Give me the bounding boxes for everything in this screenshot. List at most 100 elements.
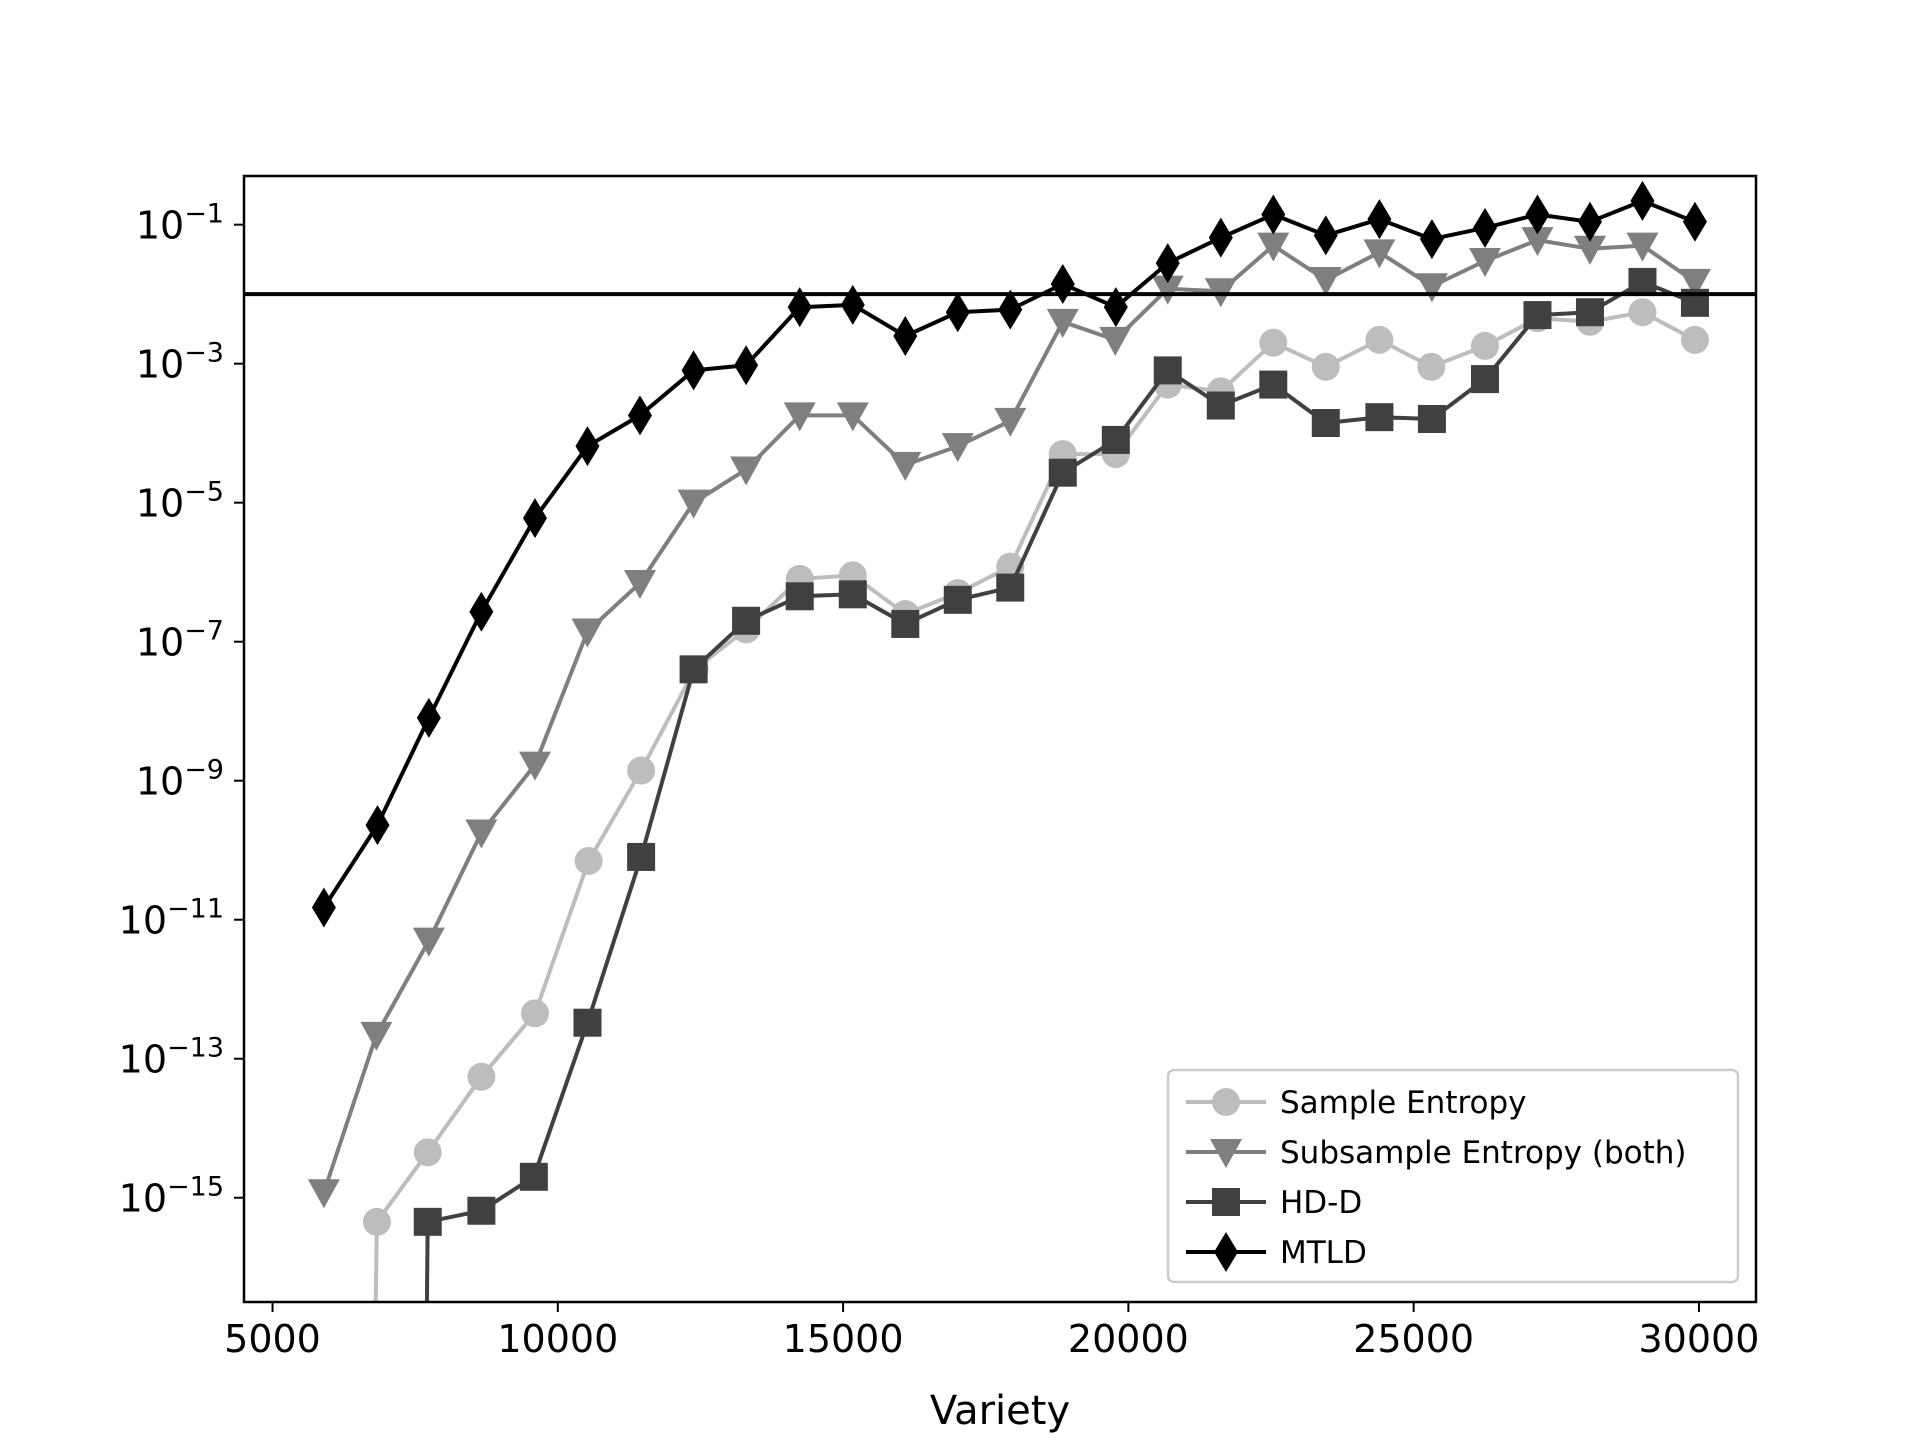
data-point: [1153, 356, 1182, 385]
data-point: [365, 805, 390, 846]
data-point: [573, 1008, 602, 1037]
data-point: [1257, 232, 1290, 262]
data-point: [734, 345, 759, 386]
legend-label: HD-D: [1280, 1185, 1362, 1221]
x-tick-label: 5000: [224, 1317, 321, 1361]
data-point: [311, 887, 336, 928]
data-point: [623, 569, 656, 599]
series-3: [311, 180, 1707, 928]
data-point: [1155, 243, 1180, 284]
data-point: [994, 407, 1027, 437]
data-point: [891, 609, 920, 638]
data-point: [1259, 328, 1288, 357]
data-point: [1628, 298, 1657, 327]
legend-marker: [1214, 1232, 1238, 1272]
data-point: [519, 1162, 548, 1191]
data-point: [1415, 273, 1448, 303]
data-point: [1101, 425, 1130, 454]
data-point: [1208, 217, 1233, 258]
data-point: [1365, 325, 1394, 354]
data-point: [785, 582, 814, 611]
legend-marker: [1212, 1088, 1240, 1116]
data-point: [1577, 201, 1602, 242]
data-point: [1099, 326, 1132, 356]
data-point: [627, 395, 652, 436]
legend-marker: [1212, 1188, 1240, 1216]
data-point: [627, 756, 656, 785]
data-point: [413, 1207, 442, 1236]
y-tick-label: 10−1: [136, 199, 224, 248]
data-point: [571, 618, 604, 648]
data-point: [518, 751, 551, 781]
data-point: [467, 1196, 496, 1225]
legend-label: Sample Entropy: [1280, 1085, 1527, 1121]
y-tick-label: 10−5: [136, 477, 224, 526]
legend-entry: Subsample Entropy (both): [1186, 1135, 1687, 1171]
y-tick-label: 10−3: [136, 338, 224, 387]
data-point: [1417, 352, 1446, 381]
data-point: [945, 292, 970, 333]
data-point: [1151, 275, 1184, 305]
data-point: [1470, 365, 1499, 394]
data-point: [1573, 235, 1606, 265]
data-point: [1682, 201, 1707, 242]
data-point: [1046, 308, 1079, 338]
data-point: [362, 1207, 391, 1236]
data-point: [1259, 370, 1288, 399]
data-point: [1311, 352, 1340, 381]
data-point: [522, 498, 547, 539]
data-point: [627, 842, 656, 871]
legend: Sample Entropy Subsample Entropy (both) HD…: [1166, 1068, 1740, 1284]
data-point: [575, 426, 600, 467]
data-point: [1680, 325, 1709, 354]
data-point: [1367, 199, 1392, 240]
legend-marker: [1210, 1139, 1242, 1168]
data-point: [943, 585, 972, 614]
x-axis-label: Variety: [930, 1388, 1070, 1434]
data-point: [413, 1138, 442, 1167]
data-point: [1048, 458, 1077, 487]
y-tick-label: 10−7: [136, 616, 224, 665]
data-point: [1417, 404, 1446, 433]
plot-frame: [242, 174, 1758, 1304]
data-point: [520, 999, 549, 1028]
data-point: [996, 573, 1025, 602]
data-point: [360, 1021, 393, 1051]
data-point: [1523, 301, 1552, 330]
data-point: [416, 697, 441, 738]
data-point: [941, 433, 974, 463]
y-axis: 10−1 10−3 10−5 10−7 10−9 10−11 10−13 10−15: [119, 199, 244, 1221]
data-point: [1470, 331, 1499, 360]
data-point: [1521, 227, 1554, 257]
data-point: [679, 655, 708, 684]
data-point: [574, 846, 603, 875]
data-point: [1626, 232, 1659, 262]
data-point: [1419, 219, 1444, 260]
data-point: [889, 451, 922, 481]
data-point: [1525, 194, 1550, 235]
data-point: [1313, 215, 1338, 256]
data-point: [412, 927, 445, 957]
data-point: [1628, 267, 1657, 296]
x-axis: 5000 10000 15000 20000 25000 30000: [224, 1302, 1759, 1361]
data-point: [1678, 268, 1711, 298]
y-tick-label: 10−9: [136, 755, 224, 804]
x-tick-label: 20000: [1068, 1317, 1189, 1361]
legend-label: MTLD: [1280, 1235, 1367, 1271]
data-point: [783, 402, 816, 432]
data-point: [732, 606, 761, 635]
legend-entry: MTLD: [1186, 1232, 1367, 1272]
plot-content: [244, 180, 1756, 1302]
y-tick-label: 10−11: [119, 894, 224, 943]
data-point: [787, 287, 812, 328]
y-tick-label: 10−15: [119, 1172, 224, 1221]
data-point: [893, 316, 918, 357]
data-point: [1311, 409, 1340, 438]
data-point: [1575, 298, 1604, 327]
x-tick-label: 15000: [783, 1317, 904, 1361]
legend-box: [1166, 1068, 1740, 1284]
data-point: [677, 489, 710, 519]
legend-label: Subsample Entropy (both): [1280, 1135, 1687, 1171]
data-point: [1363, 239, 1396, 269]
series-1: [307, 227, 1711, 1209]
